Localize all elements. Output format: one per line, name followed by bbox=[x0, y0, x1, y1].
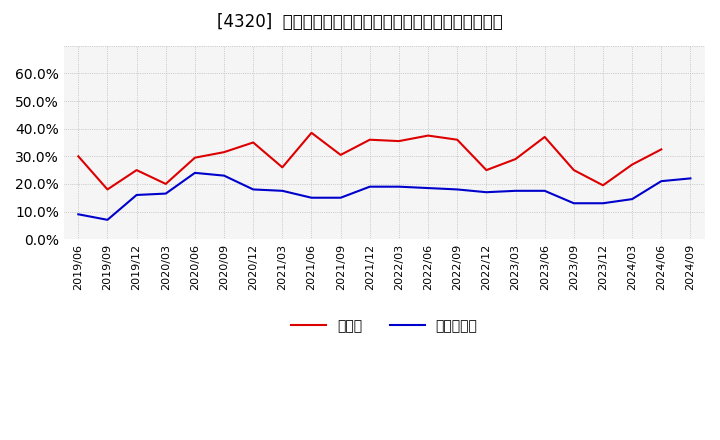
現預金 bbox=[249, 140, 258, 145]
現預金 bbox=[307, 130, 316, 136]
有利子負債 bbox=[657, 179, 665, 184]
有利子負債 bbox=[366, 184, 374, 189]
現預金 bbox=[570, 168, 578, 173]
有利子負債 bbox=[161, 191, 170, 196]
現預金 bbox=[103, 187, 112, 192]
有利子負債 bbox=[278, 188, 287, 194]
現預金 bbox=[191, 155, 199, 160]
有利子負債 bbox=[220, 173, 228, 178]
現預金 bbox=[482, 168, 491, 173]
有利子負債 bbox=[453, 187, 462, 192]
有利子負債 bbox=[336, 195, 345, 200]
有利子負債 bbox=[686, 176, 695, 181]
有利子負債 bbox=[103, 217, 112, 223]
現預金 bbox=[628, 162, 636, 167]
有利子負債 bbox=[74, 212, 83, 217]
有利子負債 bbox=[482, 190, 491, 195]
有利子負債 bbox=[307, 195, 316, 200]
現預金 bbox=[161, 181, 170, 187]
有利子負債 bbox=[424, 185, 433, 191]
現預金 bbox=[366, 137, 374, 143]
現預金 bbox=[132, 168, 141, 173]
有利子負債 bbox=[511, 188, 520, 194]
現預金 bbox=[424, 133, 433, 138]
現預金 bbox=[336, 152, 345, 158]
有利子負債 bbox=[541, 188, 549, 194]
現預金 bbox=[511, 156, 520, 161]
現預金 bbox=[541, 134, 549, 139]
現預金 bbox=[453, 137, 462, 143]
有利子負債 bbox=[191, 170, 199, 176]
有利子負債 bbox=[249, 187, 258, 192]
有利子負債 bbox=[598, 201, 607, 206]
現預金 bbox=[657, 147, 665, 152]
現預金 bbox=[598, 183, 607, 188]
有利子負債 bbox=[395, 184, 403, 189]
Line: 有利子負債: 有利子負債 bbox=[78, 173, 690, 220]
現預金 bbox=[278, 165, 287, 170]
現預金 bbox=[74, 154, 83, 159]
Legend: 現預金, 有利子負債: 現預金, 有利子負債 bbox=[286, 314, 483, 339]
現預金 bbox=[395, 139, 403, 144]
有利子負債 bbox=[570, 201, 578, 206]
Line: 現預金: 現預金 bbox=[78, 133, 661, 190]
有利子負債 bbox=[628, 197, 636, 202]
Text: [4320]  現預金、有利子負債の総資産に対する比率の推移: [4320] 現預金、有利子負債の総資産に対する比率の推移 bbox=[217, 13, 503, 31]
有利子負債 bbox=[132, 192, 141, 198]
現預金 bbox=[220, 150, 228, 155]
